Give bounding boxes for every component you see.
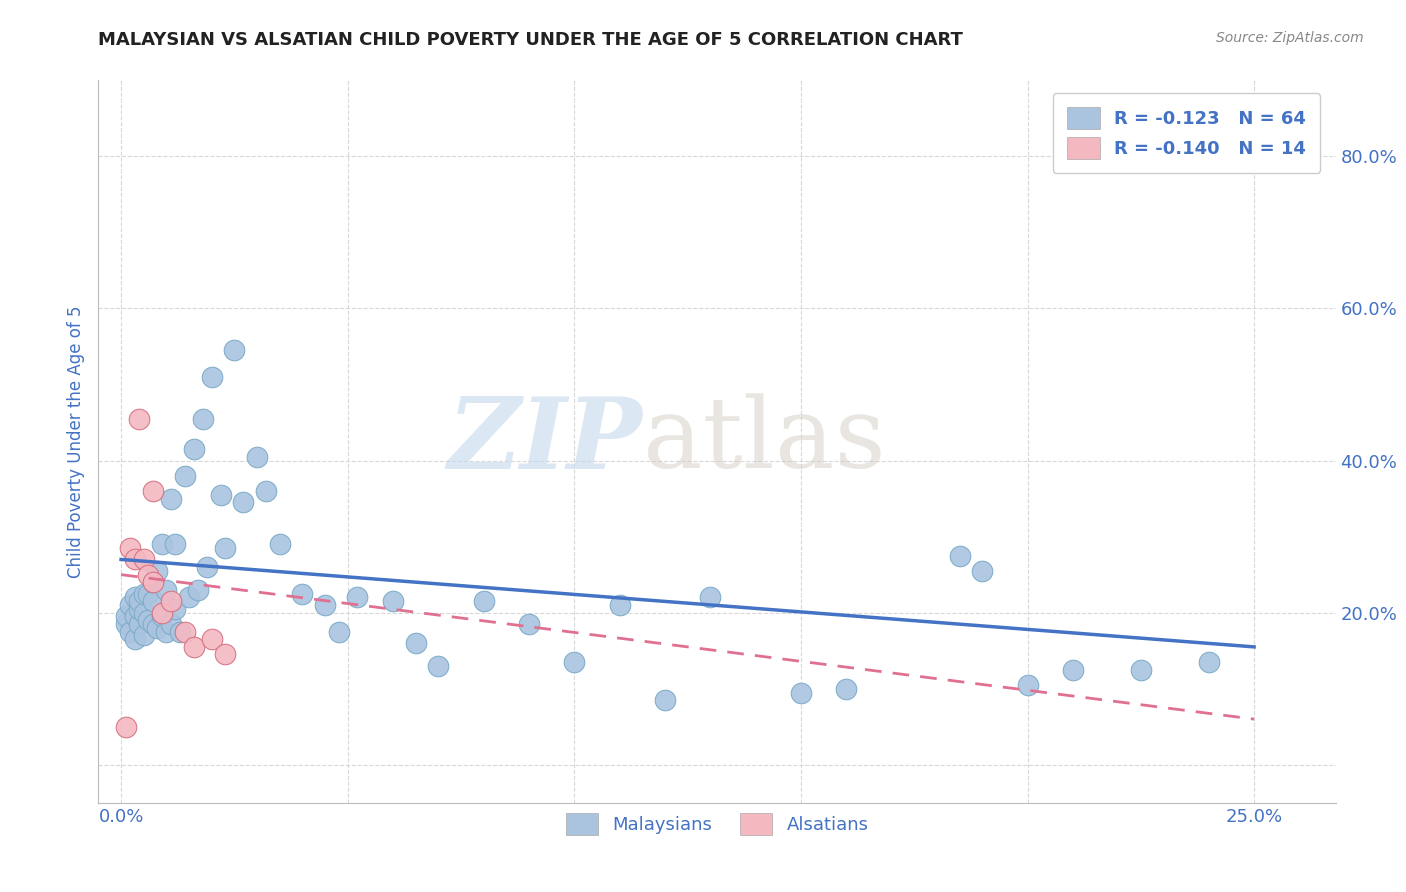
Point: [1198, 655, 1220, 669]
Text: atlas: atlas: [643, 393, 886, 490]
Point: [142, 483, 165, 498]
Point: [972, 564, 994, 578]
Point: [177, 591, 200, 605]
Point: [1017, 678, 1039, 692]
Point: [124, 552, 146, 566]
Point: [948, 549, 970, 563]
Point: [1129, 663, 1152, 677]
Point: [128, 602, 150, 616]
Text: MALAYSIAN VS ALSATIAN CHILD POVERTY UNDER THE AGE OF 5 CORRELATION CHART: MALAYSIAN VS ALSATIAN CHILD POVERTY UNDE…: [98, 31, 963, 49]
Point: [195, 560, 218, 574]
Point: [120, 541, 142, 555]
Point: [128, 411, 150, 425]
Point: [328, 624, 350, 639]
Point: [214, 648, 236, 662]
Point: [160, 594, 183, 608]
Point: [150, 537, 173, 551]
Point: [136, 567, 159, 582]
Point: [136, 587, 159, 601]
Point: [699, 591, 721, 605]
Point: [155, 624, 177, 639]
Point: [314, 598, 336, 612]
Point: [124, 591, 146, 605]
Point: [132, 587, 155, 601]
Point: [191, 411, 214, 425]
Point: [132, 606, 155, 620]
Point: [146, 621, 169, 635]
Point: [169, 624, 191, 639]
Point: [114, 720, 136, 734]
Point: [427, 659, 450, 673]
Point: [609, 598, 631, 612]
Point: [232, 495, 254, 509]
Legend: Malaysians, Alsatians: Malaysians, Alsatians: [557, 805, 877, 845]
Point: [517, 617, 540, 632]
Point: [142, 594, 165, 608]
Point: [160, 617, 183, 632]
Point: [124, 632, 146, 647]
Point: [269, 537, 291, 551]
Point: [165, 537, 187, 551]
Point: [654, 693, 676, 707]
Point: [142, 617, 165, 632]
Point: [124, 609, 146, 624]
Point: [173, 468, 195, 483]
Point: [209, 488, 232, 502]
Point: [120, 598, 142, 612]
Point: [150, 609, 173, 624]
Point: [562, 655, 585, 669]
Point: [405, 636, 427, 650]
Point: [246, 450, 269, 464]
Point: [183, 442, 205, 457]
Point: [790, 685, 813, 699]
Point: [146, 564, 169, 578]
Point: [254, 483, 277, 498]
Point: [160, 491, 183, 506]
Point: [120, 624, 142, 639]
Text: ZIP: ZIP: [449, 393, 643, 490]
Point: [291, 587, 314, 601]
Point: [201, 370, 224, 384]
Point: [224, 343, 246, 358]
Point: [136, 613, 159, 627]
Point: [472, 594, 495, 608]
Point: [114, 609, 136, 624]
Point: [155, 582, 177, 597]
Point: [165, 602, 187, 616]
Point: [128, 617, 150, 632]
Point: [173, 624, 195, 639]
Point: [132, 552, 155, 566]
Point: [150, 606, 173, 620]
Point: [382, 594, 405, 608]
Point: [183, 640, 205, 654]
Point: [114, 617, 136, 632]
Point: [142, 575, 165, 590]
Point: [201, 632, 224, 647]
Point: [214, 541, 236, 555]
Point: [187, 582, 209, 597]
Point: [835, 681, 858, 696]
Point: [128, 594, 150, 608]
Point: [346, 591, 368, 605]
Point: [142, 575, 165, 590]
Y-axis label: Child Poverty Under the Age of 5: Child Poverty Under the Age of 5: [66, 305, 84, 578]
Text: Source: ZipAtlas.com: Source: ZipAtlas.com: [1216, 31, 1364, 45]
Point: [1062, 663, 1084, 677]
Point: [132, 628, 155, 642]
